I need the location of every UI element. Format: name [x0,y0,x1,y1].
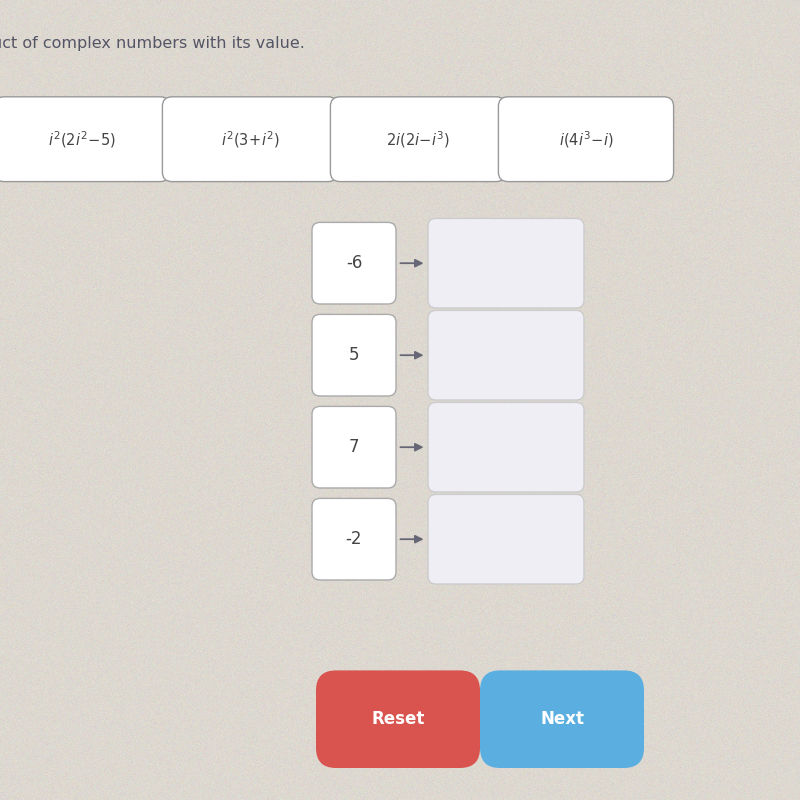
Text: $i^2(2i^2\!-\!5)$: $i^2(2i^2\!-\!5)$ [48,129,116,150]
FancyBboxPatch shape [312,314,396,396]
FancyBboxPatch shape [162,97,338,182]
FancyBboxPatch shape [498,97,674,182]
Text: $2i(2i\!-\!i^3)$: $2i(2i\!-\!i^3)$ [386,129,450,150]
FancyBboxPatch shape [428,402,584,492]
Text: $i^2(3\!+\!i^2)$: $i^2(3\!+\!i^2)$ [221,129,279,150]
Text: -6: -6 [346,254,362,272]
Text: $i(4i^3\!-\!i)$: $i(4i^3\!-\!i)$ [558,129,614,150]
FancyBboxPatch shape [480,670,644,768]
FancyBboxPatch shape [316,670,480,768]
FancyBboxPatch shape [0,97,170,182]
Text: -2: -2 [346,530,362,548]
FancyBboxPatch shape [428,218,584,308]
Text: 7: 7 [349,438,359,456]
Text: Next: Next [540,710,584,728]
FancyBboxPatch shape [312,406,396,488]
FancyBboxPatch shape [312,498,396,580]
FancyBboxPatch shape [330,97,506,182]
FancyBboxPatch shape [428,494,584,584]
FancyBboxPatch shape [312,222,396,304]
Text: Reset: Reset [371,710,425,728]
Text: uct of complex numbers with its value.: uct of complex numbers with its value. [0,36,305,51]
Text: 5: 5 [349,346,359,364]
FancyBboxPatch shape [428,310,584,400]
